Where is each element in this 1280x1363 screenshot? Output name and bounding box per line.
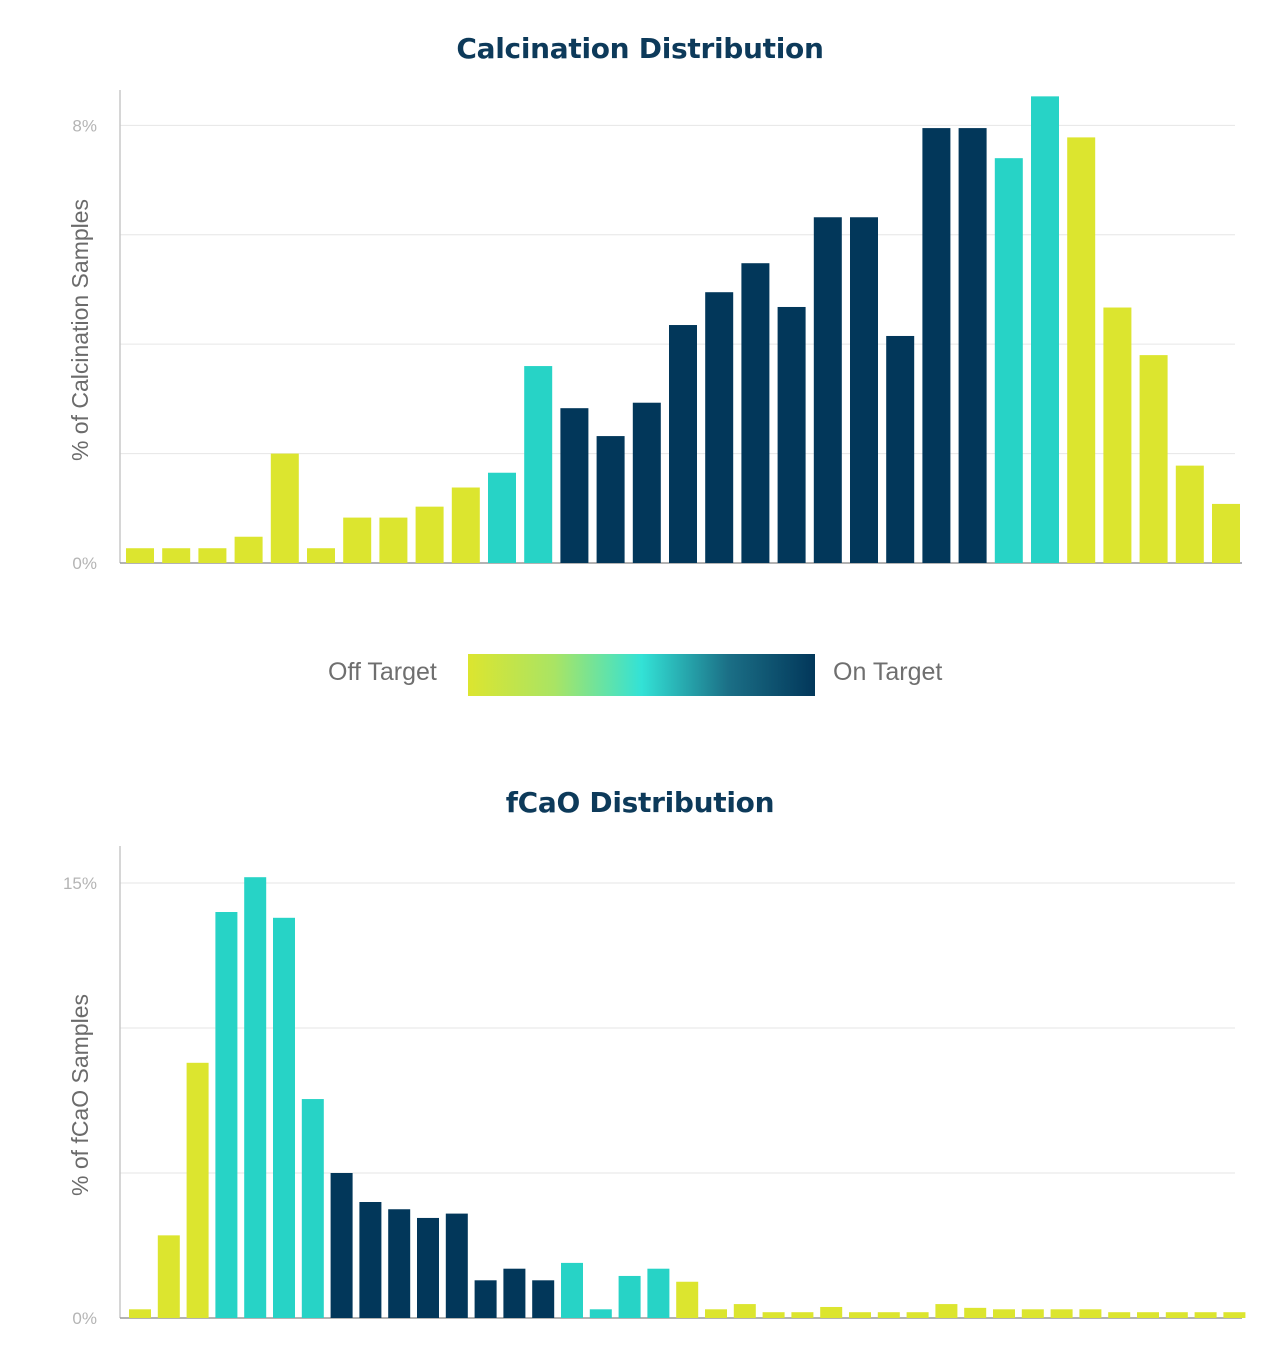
bar-11 <box>417 1217 439 1318</box>
bar-4 <box>215 912 238 1318</box>
bar-27 <box>877 1312 900 1318</box>
bar-28 <box>906 1312 929 1318</box>
bar-20 <box>676 1281 699 1318</box>
bar-14 <box>596 436 625 563</box>
bar-29 <box>1139 355 1168 563</box>
bar-12 <box>524 366 553 563</box>
bar-26 <box>1031 96 1059 563</box>
bar-2 <box>162 548 191 563</box>
bar-37 <box>1165 1312 1188 1318</box>
bar-15 <box>632 402 661 563</box>
bar-34 <box>1079 1309 1102 1318</box>
bar-33 <box>1050 1309 1073 1318</box>
bar-9 <box>415 506 444 563</box>
bar-14 <box>503 1268 526 1318</box>
y-tick-label: 0% <box>72 554 97 573</box>
bar-5 <box>270 453 299 563</box>
bar-25 <box>820 1306 843 1318</box>
bar-25 <box>994 158 1023 564</box>
bar-3 <box>198 548 227 563</box>
bar-29 <box>935 1304 958 1318</box>
bar-24 <box>791 1312 814 1318</box>
bar-31 <box>993 1309 1015 1318</box>
y-tick-label: 15% <box>63 874 97 893</box>
bar-15 <box>532 1280 555 1318</box>
bar-16 <box>669 325 697 563</box>
bar-30 <box>1175 465 1204 563</box>
bar-12 <box>445 1213 468 1318</box>
bar-39 <box>1223 1312 1246 1318</box>
bar-26 <box>849 1312 871 1318</box>
bar-27 <box>1067 137 1096 563</box>
bar-8 <box>379 517 408 563</box>
bar-30 <box>964 1307 987 1318</box>
bar-23 <box>762 1312 785 1318</box>
bar-1 <box>129 1309 151 1318</box>
bar-10 <box>451 487 480 563</box>
bar-23 <box>922 128 951 563</box>
bar-7 <box>301 1099 324 1318</box>
bar-13 <box>560 408 589 563</box>
calcination-chart: 0% 8% % of Calcination Samples <box>67 90 1242 573</box>
bar-32 <box>1021 1309 1044 1318</box>
bar-35 <box>1108 1312 1131 1318</box>
bar-20 <box>813 217 842 563</box>
bar-10 <box>388 1209 411 1318</box>
bar-31 <box>1212 503 1240 563</box>
bar-13 <box>474 1280 497 1318</box>
y-axis-label: % of fCaO Samples <box>67 994 93 1196</box>
bar-24 <box>958 128 987 563</box>
bar-8 <box>330 1173 353 1318</box>
bar-21 <box>705 1309 727 1318</box>
bar-17 <box>705 292 734 563</box>
bar-3 <box>186 1062 209 1318</box>
bar-18 <box>618 1275 641 1318</box>
bar-21 <box>850 217 878 563</box>
bar-4 <box>234 536 263 563</box>
chart-title-fcao: fCaO Distribution <box>505 786 775 819</box>
bar-2 <box>157 1235 180 1318</box>
bar-6 <box>307 548 335 563</box>
bar-7 <box>343 517 372 563</box>
y-tick-label: 8% <box>72 116 97 135</box>
bar-16 <box>561 1262 583 1318</box>
bar-36 <box>1137 1312 1159 1318</box>
chart-title-calcination: Calcination Distribution <box>456 32 824 65</box>
bar-6 <box>273 917 295 1318</box>
target-gradient-bar <box>468 654 815 696</box>
bar-28 <box>1103 307 1132 563</box>
y-axis-label: % of Calcination Samples <box>67 199 93 461</box>
bar-5 <box>244 877 267 1318</box>
bar-17 <box>589 1309 612 1318</box>
bar-22 <box>733 1304 756 1318</box>
legend-off-target-label: Off Target <box>328 658 437 686</box>
bar-11 <box>488 472 516 563</box>
bar-38 <box>1194 1312 1217 1318</box>
bar-9 <box>359 1202 382 1318</box>
y-tick-label: 0% <box>72 1309 97 1328</box>
bar-19 <box>777 306 806 563</box>
bar-18 <box>741 263 770 563</box>
bar-19 <box>647 1268 670 1318</box>
bar-1 <box>126 548 154 563</box>
legend-on-target-label: On Target <box>833 658 943 686</box>
target-legend: Off Target On Target <box>0 654 1280 696</box>
bar-22 <box>886 335 915 563</box>
